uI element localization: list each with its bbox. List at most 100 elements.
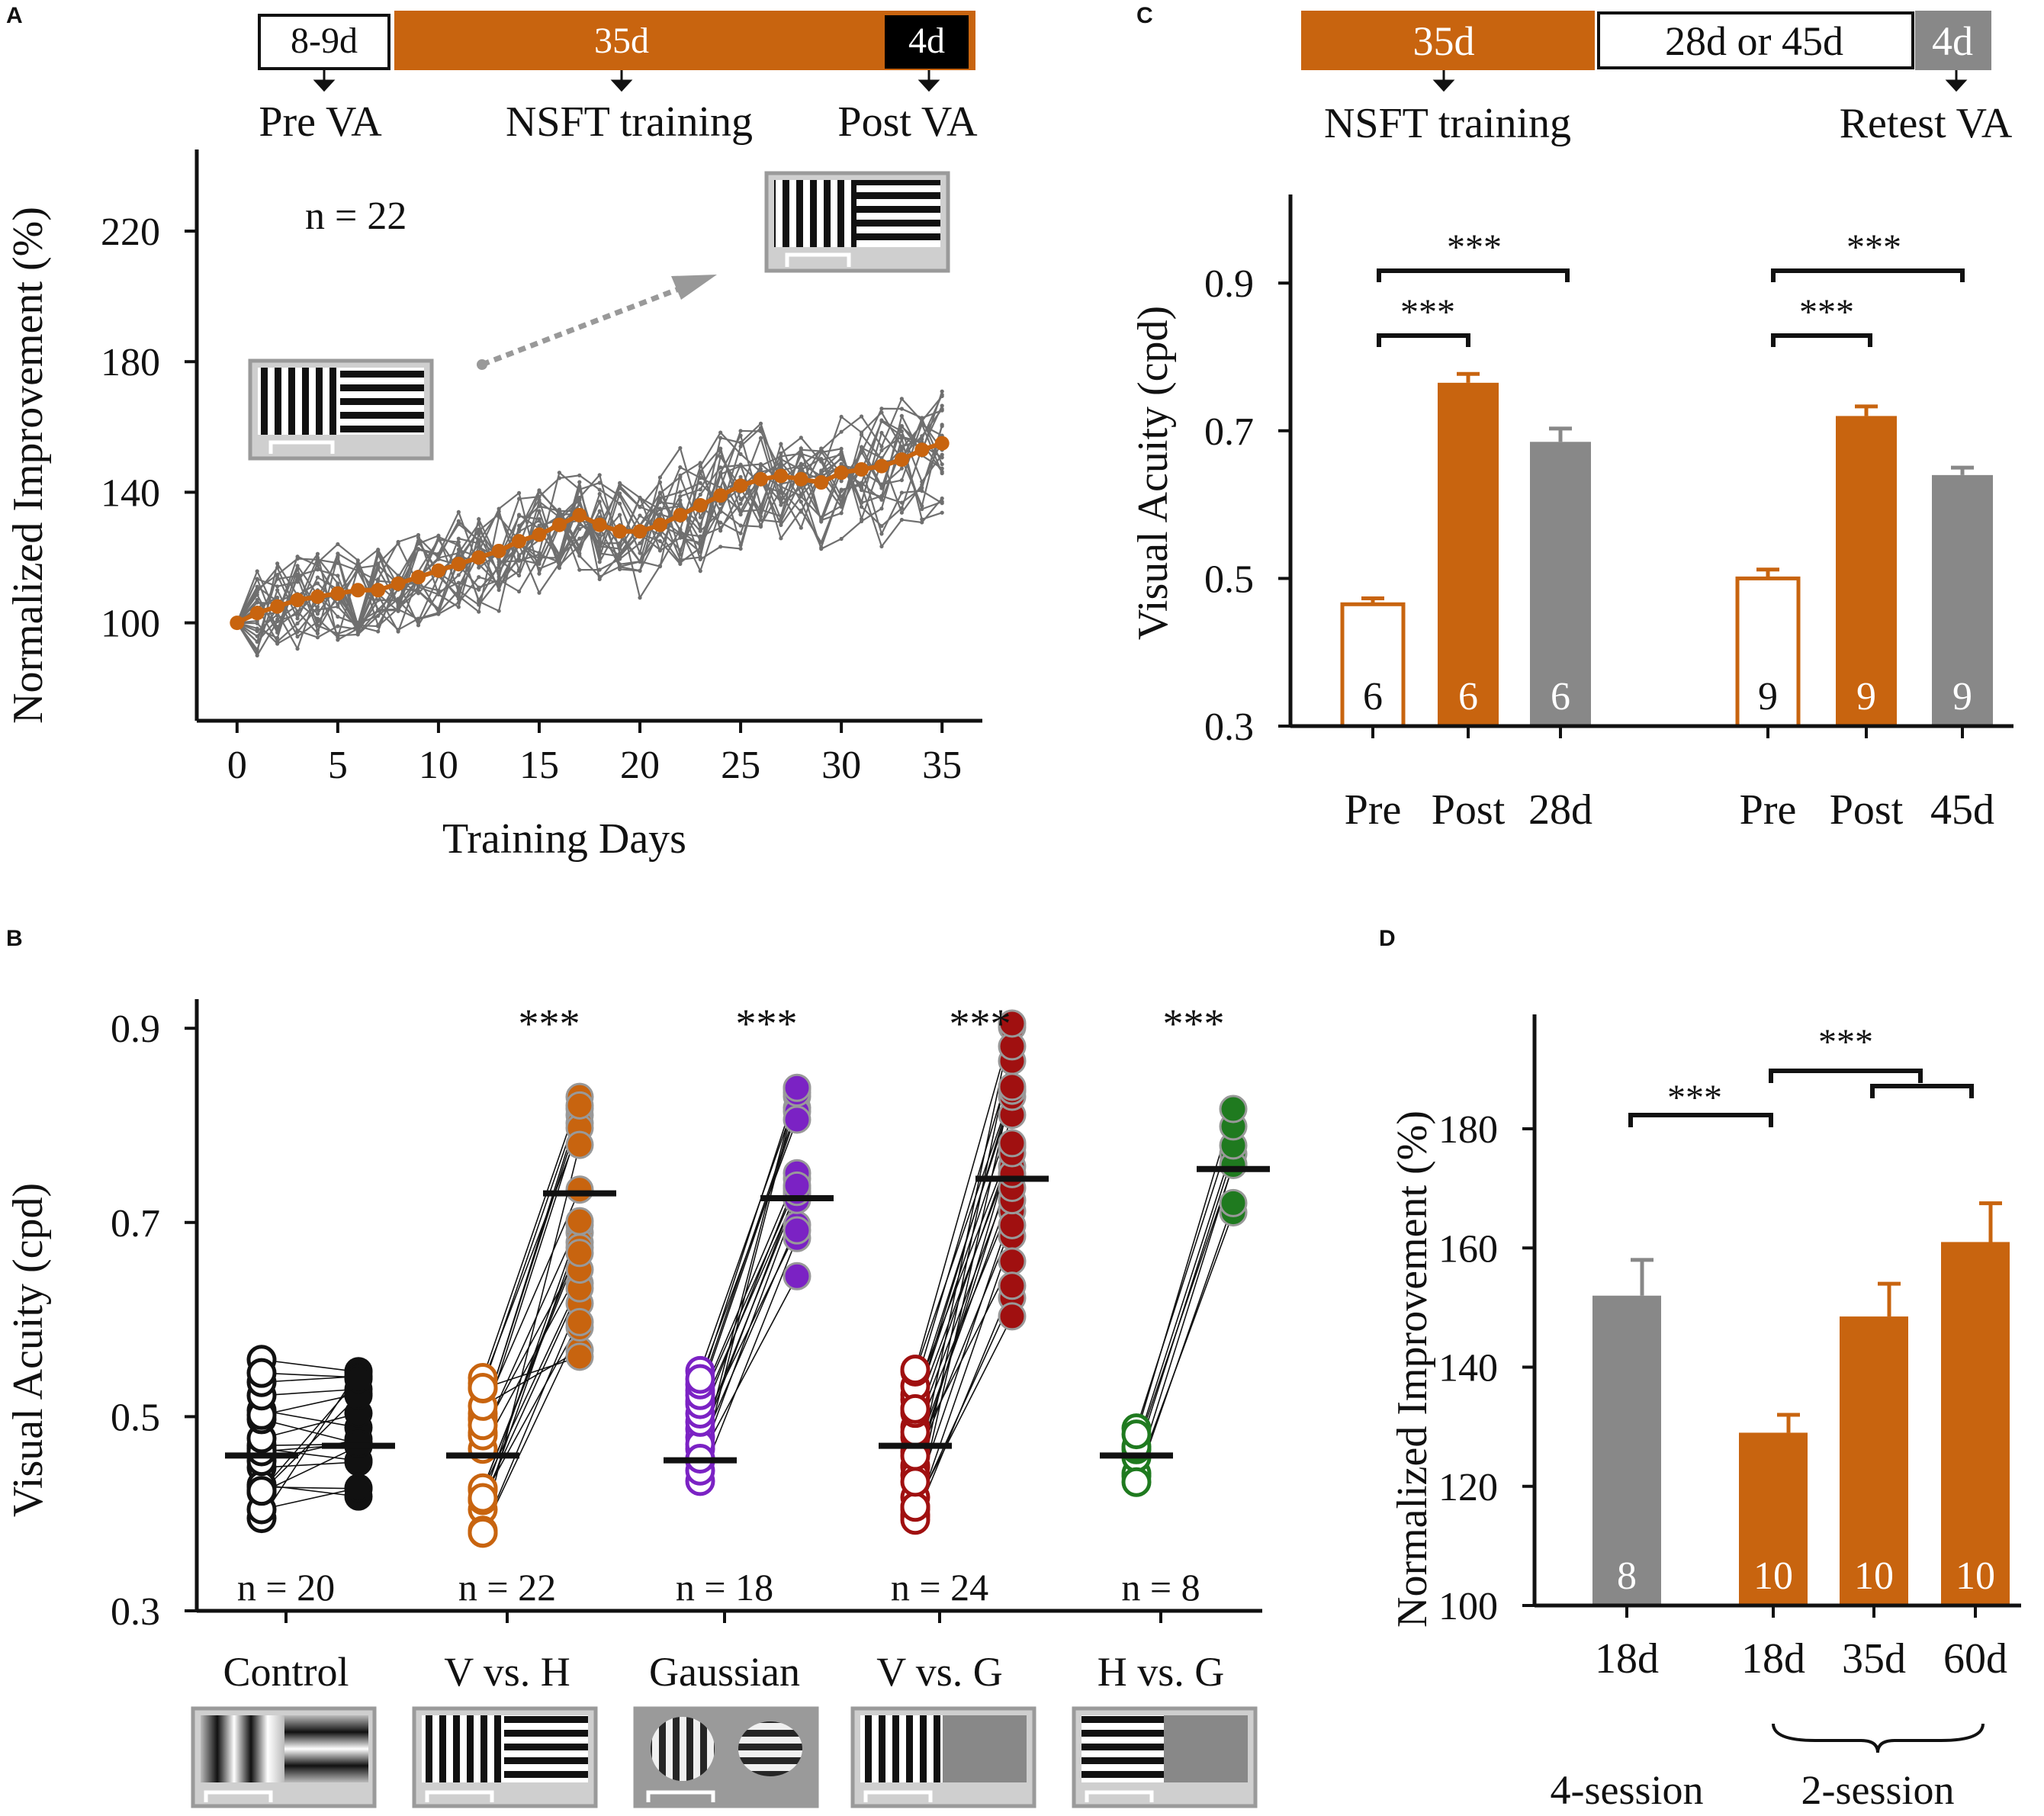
chart-b-pair-line bbox=[699, 1185, 798, 1405]
panel-label-c: C bbox=[1136, 3, 1153, 28]
chart-a-individual-point bbox=[698, 543, 702, 548]
chart-a-mean-point bbox=[290, 593, 305, 608]
chart-a-individual-point bbox=[758, 514, 763, 519]
chart-c-xtick-label: 45d bbox=[1930, 786, 1994, 834]
chart-a-individual-point bbox=[597, 574, 602, 579]
chart-a-individual-point bbox=[779, 497, 783, 501]
chart-d-ytick-label: 180 bbox=[1438, 1108, 1498, 1152]
chart-b-sig-vvsh: *** bbox=[519, 1001, 580, 1046]
chart-a-individual-point bbox=[336, 555, 340, 561]
chart-b-pair-line bbox=[914, 1225, 1013, 1466]
chart-a-individual-point bbox=[678, 561, 683, 565]
chart-a-mean-point bbox=[431, 563, 446, 578]
chart-a-individual-point bbox=[436, 537, 441, 542]
chart-d-sig-bracket-1 bbox=[1628, 1113, 1773, 1127]
chart-a-individual-point bbox=[376, 551, 381, 555]
chart-a-ytick-label: 220 bbox=[101, 211, 160, 254]
chart-a-individual-point bbox=[255, 647, 259, 652]
chart-a-individual-point bbox=[618, 546, 622, 551]
chart-c-bracket-inner-1 bbox=[1377, 333, 1470, 347]
timeline-a-seg2 bbox=[394, 11, 975, 70]
chart-a-individual-point bbox=[516, 589, 522, 594]
chart-b-pair-line bbox=[1136, 1126, 1234, 1429]
chart-a-individual-point bbox=[436, 557, 441, 561]
chart-a-individual-point bbox=[758, 504, 763, 509]
chart-a-arrow-start-dot bbox=[477, 359, 487, 370]
chart-a-individual-point bbox=[436, 612, 441, 616]
chart-a-individual-point bbox=[275, 619, 280, 624]
chart-d-axes: 100 120 140 160 180 18d 18d 35d 60d bbox=[1438, 1014, 2021, 1683]
chart-b-pair-line bbox=[699, 1178, 798, 1422]
chart-a-individual-point bbox=[718, 436, 723, 440]
chart-a-individual-point bbox=[577, 543, 582, 548]
timeline-c: 35d 28d or 45d 4d NSFT training Retest V… bbox=[1301, 11, 2013, 147]
chart-d-xtick-label: 18d bbox=[1741, 1635, 1805, 1683]
chart-a-individual-point bbox=[477, 575, 481, 580]
chart-b-pre-point bbox=[1121, 1467, 1152, 1497]
chart-a-individual-point bbox=[577, 487, 582, 491]
chart-a-individual-point bbox=[456, 588, 461, 593]
chart-a-ytick-label: 180 bbox=[101, 341, 160, 384]
chart-a-individual-point bbox=[396, 629, 400, 634]
chart-b-post-point bbox=[783, 1262, 811, 1290]
chart-b-pair-line bbox=[482, 1303, 580, 1534]
chart-b-ytick-label: 0.5 bbox=[111, 1396, 160, 1439]
chart-a-individual-point bbox=[537, 555, 542, 560]
chart-a-individual-point bbox=[839, 511, 844, 516]
chart-a-individual-line bbox=[236, 395, 943, 635]
chart-b-pair-line bbox=[699, 1119, 798, 1380]
chart-b-pair-line bbox=[261, 1487, 359, 1510]
chart-a-individual-point bbox=[577, 522, 582, 527]
chart-a-individual-line bbox=[236, 424, 943, 639]
chart-a-individual-point bbox=[899, 466, 904, 471]
chart-a-individual-point bbox=[416, 547, 421, 551]
chart-a-individual-point bbox=[618, 554, 622, 558]
chart-a-individual-point bbox=[657, 506, 663, 511]
chart-a-individual-point bbox=[839, 536, 844, 542]
chart-a-individual-point bbox=[799, 436, 803, 440]
chart-a-individual-point bbox=[758, 463, 763, 468]
chart-a-individual-point bbox=[678, 474, 683, 480]
chart-a-individual-point bbox=[295, 580, 300, 584]
chart-c-bar-n: 6 bbox=[1458, 675, 1478, 718]
chart-a-individual-point bbox=[698, 534, 702, 538]
chart-a-individual-point bbox=[779, 517, 783, 522]
chart-a-individual-point bbox=[577, 567, 582, 572]
chart-a-xtick-label: 30 bbox=[821, 744, 861, 787]
chart-a-individual-point bbox=[336, 614, 340, 619]
chart-b-group-labels: Control V vs. H Gaussian V vs. G H vs. G… bbox=[223, 1001, 1224, 1695]
chart-c-sig-inner-2: *** bbox=[1799, 292, 1854, 333]
chart-a-mean-point bbox=[532, 527, 547, 542]
chart-a-individual-point bbox=[456, 593, 461, 599]
chart-a-individual-point bbox=[497, 569, 501, 574]
chart-a-individual-point bbox=[537, 561, 542, 567]
chart-a-individual-point bbox=[537, 571, 542, 576]
chart-b-pair-line bbox=[482, 1105, 580, 1388]
chart-c-xtick-label: Post bbox=[1830, 786, 1904, 834]
chart-a-individual-point bbox=[718, 446, 723, 451]
chart-a-individual-point bbox=[738, 444, 743, 448]
chart-a-individual-point bbox=[657, 475, 663, 480]
chart-a-mean-point bbox=[270, 599, 285, 614]
chart-a-mean-point bbox=[612, 524, 628, 539]
chart-b-post-point bbox=[1219, 1188, 1248, 1217]
timeline-c-nsft: NSFT training bbox=[1324, 100, 1571, 147]
chart-a-individual-point bbox=[819, 459, 824, 464]
chart-a-individual-point bbox=[295, 554, 300, 559]
chart-a-mean-point bbox=[350, 583, 365, 598]
chart-a-individual-point bbox=[859, 430, 864, 435]
chart-a-xtick-label: 20 bbox=[620, 744, 660, 787]
chart-d-ylabel: Normalized Improvement (%) bbox=[1389, 1110, 1436, 1628]
chart-a-individual-point bbox=[295, 616, 300, 621]
chart-a-individual-point bbox=[839, 414, 844, 419]
chart-a-individual-point bbox=[597, 551, 602, 556]
chart-a-individual-point bbox=[638, 541, 642, 545]
chart-b-pair-line bbox=[482, 1232, 580, 1510]
chart-b-pre-point bbox=[246, 1358, 277, 1388]
chart-a-individual-point bbox=[295, 635, 300, 639]
chart-a-individual-point bbox=[819, 540, 824, 545]
chart-a-individual-point bbox=[718, 471, 723, 475]
chart-a-individual-point bbox=[940, 510, 944, 515]
chart-a-individual-point bbox=[416, 585, 421, 590]
chart-a-mean-point bbox=[914, 442, 930, 458]
